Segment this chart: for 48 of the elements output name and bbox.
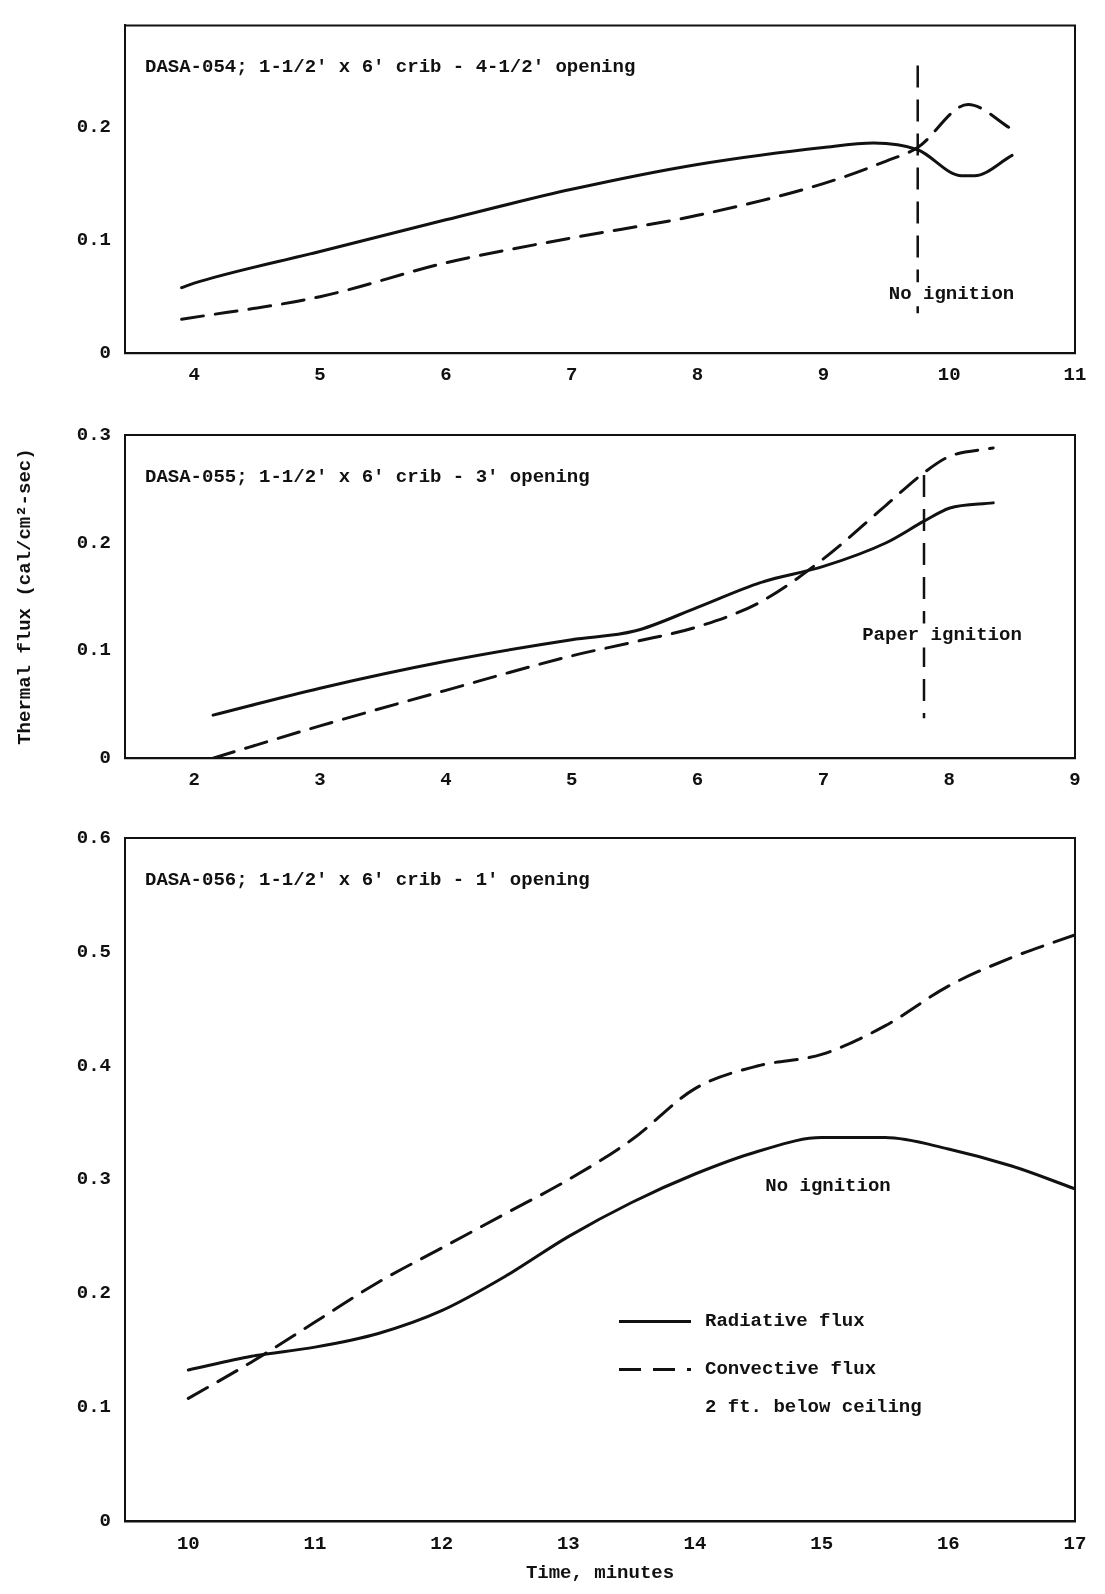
y-tick-label: 0.5 bbox=[76, 940, 111, 963]
legend-label: Radiative flux bbox=[705, 1310, 865, 1333]
x-tick-label: 6 bbox=[440, 364, 452, 387]
x-tick-label: 10 bbox=[176, 1532, 200, 1555]
x-tick-label: 3 bbox=[314, 769, 326, 792]
x-tick-label: 7 bbox=[817, 769, 830, 792]
y-tick-label: 0.6 bbox=[76, 826, 111, 849]
x-tick-label: 11 bbox=[1063, 364, 1087, 387]
x-tick-label: 17 bbox=[1063, 1532, 1087, 1555]
y-tick-label: 0.3 bbox=[76, 1168, 111, 1191]
x-tick-label: 5 bbox=[565, 769, 578, 792]
text: DASA-055; 1-1/2' x 6' crib - 3' opening bbox=[145, 465, 590, 488]
text: DASA-056; 1-1/2' x 6' crib - 1' opening bbox=[145, 868, 590, 891]
x-tick-label: 9 bbox=[817, 364, 830, 387]
y-tick-label: 0.2 bbox=[76, 1282, 111, 1305]
annotation: Paper ignition bbox=[862, 624, 1022, 647]
text: DASA-054; 1-1/2' x 6' crib - 4-1/2' opening bbox=[145, 56, 636, 79]
x-tick-label: 4 bbox=[188, 364, 200, 387]
y-axis-title: Thermal flux (cal/cm²-sec) bbox=[14, 448, 37, 745]
annotation: No ignition bbox=[888, 282, 1015, 305]
x-tick-label: 10 bbox=[937, 364, 961, 387]
x-tick-label: 8 bbox=[943, 769, 955, 792]
x-tick-label: 5 bbox=[314, 364, 326, 387]
x-tick-label: 12 bbox=[430, 1532, 454, 1555]
x-tick-label: 2 bbox=[188, 769, 200, 792]
y-tick-label: 0.1 bbox=[76, 639, 111, 662]
y-tick-label: 0.4 bbox=[76, 1054, 111, 1077]
y-tick-label: 0.1 bbox=[76, 1396, 111, 1419]
y-tick-label: 0 bbox=[99, 1510, 111, 1533]
x-tick-label: 16 bbox=[936, 1532, 960, 1555]
x-tick-label: 11 bbox=[303, 1532, 327, 1555]
x-tick-label: 6 bbox=[691, 769, 704, 792]
y-tick-label: 0.1 bbox=[76, 228, 111, 251]
legend-label: Convective flux 2 ft. below ceiling bbox=[705, 1358, 922, 1419]
x-tick-label: 14 bbox=[683, 1532, 707, 1555]
y-tick-label: 0 bbox=[99, 746, 111, 769]
y-tick-label: 0.3 bbox=[76, 423, 111, 446]
x-tick-label: 13 bbox=[556, 1532, 580, 1555]
x-tick-label: 7 bbox=[565, 364, 578, 387]
x-axis-title: Time, minutes bbox=[525, 1562, 675, 1585]
x-tick-label: 9 bbox=[1069, 769, 1081, 792]
x-tick-label: 4 bbox=[440, 769, 452, 792]
annotation: No ignition bbox=[765, 1175, 891, 1198]
y-tick-label: 0.2 bbox=[76, 531, 111, 554]
x-tick-label: 8 bbox=[691, 364, 704, 387]
x-tick-label: 15 bbox=[810, 1532, 834, 1555]
y-tick-label: 0.2 bbox=[76, 115, 111, 138]
y-tick-label: 0 bbox=[99, 341, 111, 364]
